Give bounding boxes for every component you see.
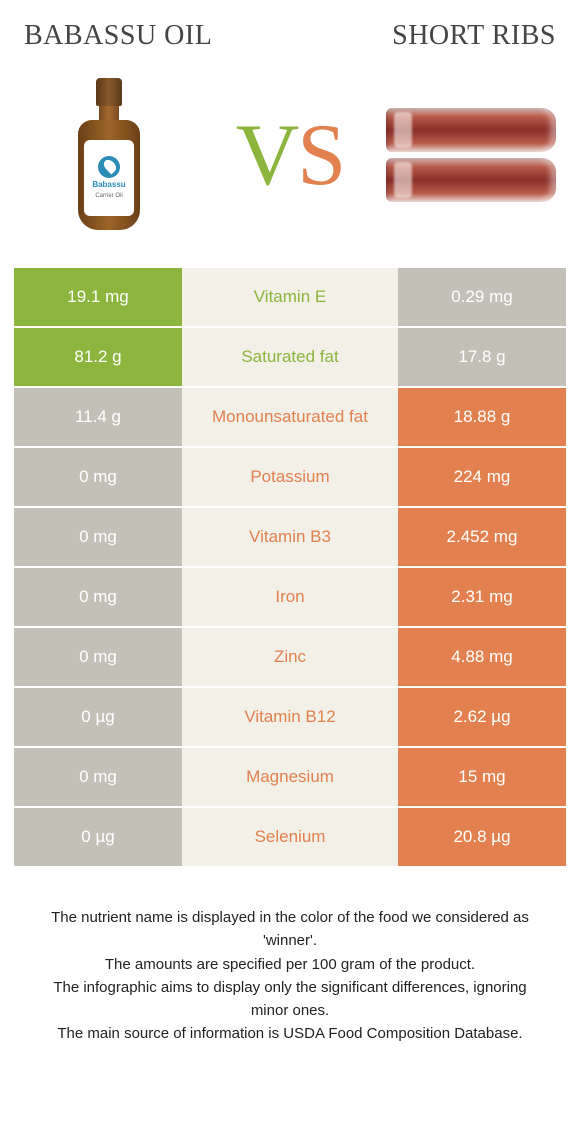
left-value-cell: 81.2 g [14, 328, 182, 386]
footer-notes: The nutrient name is displayed in the co… [14, 906, 566, 1046]
table-row: 19.1 mgVitamin E0.29 mg [14, 268, 566, 328]
table-row: 0 mgPotassium224 mg [14, 448, 566, 508]
right-value-cell: 2.62 µg [398, 688, 566, 746]
right-value-cell: 20.8 µg [398, 808, 566, 866]
table-row: 0 mgZinc4.88 mg [14, 628, 566, 688]
nutrient-label-cell: Potassium [182, 448, 398, 506]
right-value-cell: 2.452 mg [398, 508, 566, 566]
left-value-cell: 0 µg [14, 808, 182, 866]
left-value-cell: 0 mg [14, 568, 182, 626]
left-food-image: Babassu Carrier Oil [24, 70, 194, 240]
right-value-cell: 17.8 g [398, 328, 566, 386]
left-value-cell: 0 mg [14, 508, 182, 566]
left-value-cell: 0 mg [14, 448, 182, 506]
right-food-title: Short ribs [392, 20, 556, 52]
right-value-cell: 0.29 mg [398, 268, 566, 326]
table-row: 0 mgIron2.31 mg [14, 568, 566, 628]
right-value-cell: 4.88 mg [398, 628, 566, 686]
bottle-brand-text: Babassu [92, 181, 125, 190]
table-row: 0 µgVitamin B122.62 µg [14, 688, 566, 748]
nutrient-label-cell: Selenium [182, 808, 398, 866]
footer-line-2: The amounts are specified per 100 gram o… [34, 953, 546, 976]
left-value-cell: 0 mg [14, 748, 182, 806]
short-ribs-icon [386, 108, 556, 202]
vs-v-letter: V [236, 107, 298, 204]
left-value-cell: 19.1 mg [14, 268, 182, 326]
infographic-container: Babassu oil Short ribs Babassu Carrier O… [0, 0, 580, 1066]
left-value-cell: 11.4 g [14, 388, 182, 446]
right-value-cell: 15 mg [398, 748, 566, 806]
nutrient-label-cell: Magnesium [182, 748, 398, 806]
vs-s-letter: S [297, 107, 344, 204]
nutrient-table: 19.1 mgVitamin E0.29 mg81.2 gSaturated f… [14, 268, 566, 868]
right-food-image [386, 70, 556, 240]
right-value-cell: 224 mg [398, 448, 566, 506]
footer-line-1: The nutrient name is displayed in the co… [34, 906, 546, 953]
left-value-cell: 0 mg [14, 628, 182, 686]
oil-bottle-icon: Babassu Carrier Oil [74, 78, 144, 233]
table-row: 0 mgVitamin B32.452 mg [14, 508, 566, 568]
nutrient-label-cell: Vitamin E [182, 268, 398, 326]
left-value-cell: 0 µg [14, 688, 182, 746]
table-row: 11.4 gMonounsaturated fat18.88 g [14, 388, 566, 448]
nutrient-label-cell: Saturated fat [182, 328, 398, 386]
right-value-cell: 2.31 mg [398, 568, 566, 626]
table-row: 0 mgMagnesium15 mg [14, 748, 566, 808]
nutrient-label-cell: Vitamin B12 [182, 688, 398, 746]
nutrient-label-cell: Vitamin B3 [182, 508, 398, 566]
right-value-cell: 18.88 g [398, 388, 566, 446]
left-food-title: Babassu oil [24, 20, 212, 52]
header-row: Babassu oil Short ribs [14, 20, 566, 52]
nutrient-label-cell: Iron [182, 568, 398, 626]
footer-line-4: The main source of information is USDA F… [34, 1022, 546, 1045]
images-row: Babassu Carrier Oil VS [14, 70, 566, 240]
footer-line-3: The infographic aims to display only the… [34, 976, 546, 1023]
vs-label: VS [236, 105, 345, 206]
table-row: 0 µgSelenium20.8 µg [14, 808, 566, 868]
nutrient-label-cell: Zinc [182, 628, 398, 686]
table-row: 81.2 gSaturated fat17.8 g [14, 328, 566, 388]
nutrient-label-cell: Monounsaturated fat [182, 388, 398, 446]
bottle-sub-text: Carrier Oil [95, 193, 122, 199]
